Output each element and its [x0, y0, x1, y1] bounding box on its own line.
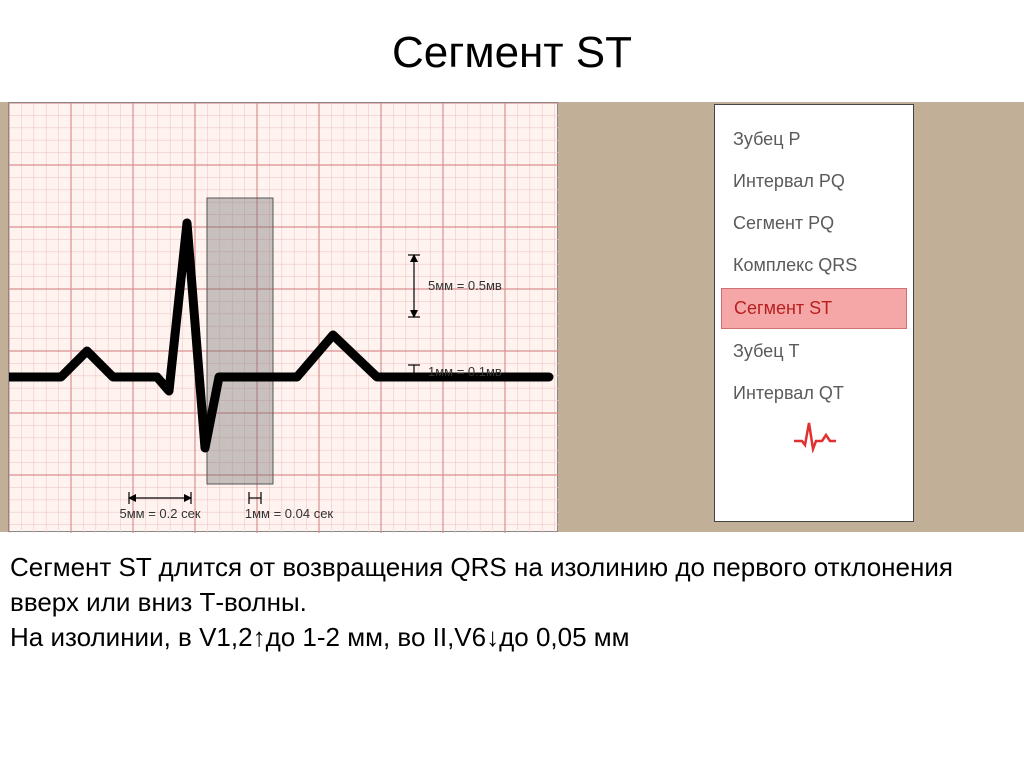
desc-line2a: На изолинии, в V1,2 [10, 622, 253, 652]
desc-line2c: до 0,05 мм [499, 622, 629, 652]
description: Сегмент ST длится от возвращения QRS на … [0, 532, 1024, 655]
desc-line2: На изолинии, в V1,2 до 1-2 мм, во II,V6 до… [10, 620, 1014, 655]
legend-item-3[interactable]: Комплекс QRS [721, 246, 907, 285]
legend-item-2[interactable]: Сегмент PQ [721, 204, 907, 243]
svg-text:1мм = 0.1мв: 1мм = 0.1мв [428, 364, 502, 379]
legend-item-5[interactable]: Зубец Т [721, 332, 907, 371]
legend-item-4[interactable]: Сегмент ST [721, 288, 907, 329]
svg-text:5мм = 0.2 сек: 5мм = 0.2 сек [119, 506, 200, 521]
legend-item-0[interactable]: Зубец P [721, 120, 907, 159]
page-title: Сегмент ST [0, 0, 1024, 102]
svg-text:5мм = 0.5мв: 5мм = 0.5мв [428, 278, 502, 293]
diagram-area: 5мм = 0.5мв 1мм = 0.1мв 5мм = 0.2 сек 1мм =… [0, 102, 1024, 532]
ecg-panel: 5мм = 0.5мв 1мм = 0.1мв 5мм = 0.2 сек 1мм =… [8, 102, 558, 532]
arrow-down-icon [486, 622, 499, 652]
arrow-up-icon [253, 622, 266, 652]
svg-text:1мм = 0.04 сек: 1мм = 0.04 сек [245, 506, 334, 521]
legend-item-1[interactable]: Интервал PQ [721, 162, 907, 201]
legend-list: Зубец PИнтервал PQСегмент PQКомплекс QRS… [715, 120, 913, 413]
legend-item-6[interactable]: Интервал QT [721, 374, 907, 413]
desc-line1: Сегмент ST длится от возвращения QRS на … [10, 550, 1014, 620]
legend-ecg-icon [715, 419, 913, 458]
desc-line2b: до 1-2 мм, во II,V6 [266, 622, 487, 652]
legend-panel: Зубец PИнтервал PQСегмент PQКомплекс QRS… [714, 104, 914, 522]
ecg-svg: 5мм = 0.5мв 1мм = 0.1мв 5мм = 0.2 сек 1мм =… [9, 103, 559, 533]
